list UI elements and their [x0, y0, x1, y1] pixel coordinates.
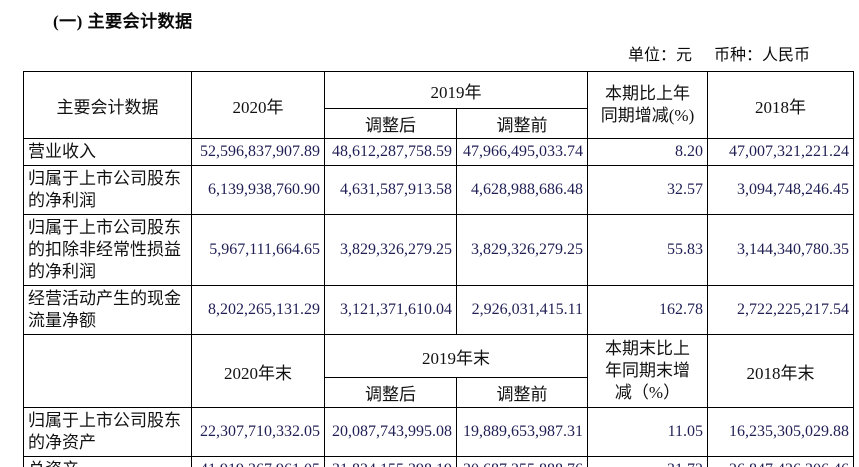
cell-2020: 5,967,111,664.65	[191, 214, 325, 286]
key-accounting-data-table: 主要会计数据 2020年 2019年 本期比上年 同期增减(%) 2018年 调…	[23, 71, 854, 467]
unit-label: 单位：元	[627, 47, 692, 64]
table-row: 归属于上市公司股东的净利润 6,139,938,760.90 4,631,587…	[23, 165, 854, 215]
header-2019-group: 2019年	[324, 71, 588, 109]
section-title: (一) 主要会计数据	[53, 12, 193, 31]
table-row: 归属于上市公司股东的净资产 22,307,710,332.05 20,087,7…	[23, 407, 854, 457]
cell-2019-original: 3,829,326,279.25	[456, 214, 588, 286]
header-2018-end: 2018年末	[707, 334, 854, 408]
cell-label: 总资产	[23, 456, 192, 467]
cell-change: 55.83	[587, 214, 708, 286]
cell-2018: 26,847,426,306.46	[707, 456, 854, 467]
cell-change: 11.05	[587, 407, 708, 457]
cell-2020: 52,596,837,907.89	[191, 138, 325, 166]
header-2020: 2020年	[191, 71, 325, 139]
subheader-adjusted-before: 调整前	[456, 377, 588, 408]
cell-2019-original: 47,966,495,033.74	[456, 138, 588, 166]
table-row: 归属于上市公司股东的扣除非经常性损益的净利润 5,967,111,664.65 …	[23, 214, 854, 286]
cell-2019-original: 30,687,255,888.76	[456, 456, 588, 467]
report-page: (一) 主要会计数据 单位：元 币种：人民币 主要会计数据 2020年 2019年…	[0, 7, 859, 467]
table-row: 总资产 41,919,367,961.05 31,824,155,398.19 …	[23, 456, 854, 467]
cell-2020: 41,919,367,961.05	[191, 456, 325, 467]
table-row: 营业收入 52,596,837,907.89 48,612,287,758.59…	[23, 138, 854, 166]
cell-2018: 47,007,321,221.24	[707, 138, 854, 166]
cell-2019-original: 4,628,988,686.48	[456, 165, 588, 215]
cell-2019-adjusted: 3,829,326,279.25	[324, 214, 457, 286]
header-row-current: 主要会计数据 2020年 2019年 本期比上年 同期增减(%) 2018年	[23, 71, 854, 139]
cell-label: 营业收入	[23, 138, 192, 166]
unit-note: 单位：元 币种：人民币	[0, 41, 859, 65]
cell-label: 归属于上市公司股东的净利润	[23, 165, 192, 215]
cell-change: 162.78	[587, 285, 708, 335]
cell-2018: 16,235,305,029.88	[707, 407, 854, 457]
cell-2018: 2,722,225,217.54	[707, 285, 854, 335]
header-2019-end-group: 2019年末	[324, 334, 588, 378]
subheader-row-current: 调整后 调整前	[24, 108, 854, 139]
cell-2019-adjusted: 20,087,743,995.08	[324, 407, 457, 457]
header-metric: 主要会计数据	[23, 71, 192, 139]
cell-2019-original: 19,889,653,987.31	[456, 407, 588, 457]
header-metric-empty	[23, 334, 192, 408]
cell-2020: 22,307,710,332.05	[191, 407, 325, 457]
cell-2019-adjusted: 48,612,287,758.59	[324, 138, 457, 166]
subheader-adjusted-after: 调整后	[324, 108, 457, 139]
header-row-period-end: 2020年末 2019年末 本期末比上 年同期末增 减（%） 2018年末	[23, 334, 854, 408]
cell-2019-adjusted: 31,824,155,398.19	[324, 456, 457, 467]
cell-change: 32.57	[587, 165, 708, 215]
cell-2019-adjusted: 3,121,371,610.04	[324, 285, 457, 335]
subheader-adjusted-before: 调整前	[456, 108, 588, 139]
cell-2019-adjusted: 4,631,587,913.58	[324, 165, 457, 215]
cell-2018: 3,094,748,246.45	[707, 165, 854, 215]
cell-label: 归属于上市公司股东的净资产	[23, 407, 192, 457]
cell-label: 经营活动产生的现金流量净额	[23, 285, 192, 335]
header-2020-end: 2020年末	[191, 334, 325, 408]
subheader-adjusted-after: 调整后	[324, 377, 457, 408]
table-row: 经营活动产生的现金流量净额 8,202,265,131.29 3,121,371…	[23, 285, 854, 335]
cell-2019-original: 2,926,031,415.11	[456, 285, 588, 335]
cell-2020: 8,202,265,131.29	[191, 285, 325, 335]
cell-label: 归属于上市公司股东的扣除非经常性损益的净利润	[23, 214, 192, 286]
cell-2020: 6,139,938,760.90	[191, 165, 325, 215]
header-change-end: 本期末比上 年同期末增 减（%）	[587, 334, 708, 408]
header-change: 本期比上年 同期增减(%)	[587, 71, 708, 139]
cell-2018: 3,144,340,780.35	[707, 214, 854, 286]
cell-change: 8.20	[587, 138, 708, 166]
subheader-row-period-end: 调整后 调整前	[24, 377, 854, 408]
currency-label: 币种：人民币	[713, 47, 810, 64]
cell-change: 31.72	[587, 456, 708, 467]
header-2018: 2018年	[707, 71, 854, 139]
